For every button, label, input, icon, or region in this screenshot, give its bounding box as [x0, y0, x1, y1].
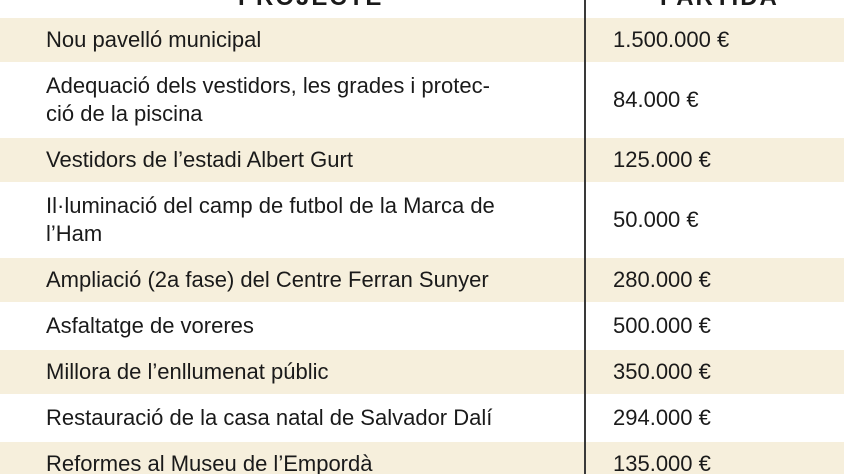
table-row: Adequació dels vestidors, les grades i p…: [0, 62, 844, 136]
project-cell: Ampliació (2a fase) del Centre Ferran Su…: [46, 258, 489, 302]
amount-cell: 84.000 €: [613, 87, 699, 112]
project-cell: Nou pavelló municipal: [46, 18, 261, 62]
project-cell: Adequació dels vestidors, les grades i p…: [46, 64, 490, 136]
table-row: Vestidors de l’estadi Albert Gurt 125.000…: [0, 136, 844, 182]
project-name: ció de la piscina: [46, 101, 203, 126]
column-header: PARTIDA: [660, 0, 779, 12]
project-name: Ampliació (2a fase) del Centre Ferran Su…: [46, 267, 489, 292]
project-cell: Asfaltatge de voreres: [46, 304, 254, 348]
amount-cell: 125.000 €: [613, 147, 711, 172]
amount-cell: 350.000 €: [613, 359, 711, 384]
table-row: Ampliació (2a fase) del Centre Ferran Su…: [0, 256, 844, 302]
amount-cell: 280.000 €: [613, 267, 711, 292]
table-row: Asfaltatge de voreres 500.000 €: [0, 302, 844, 348]
project-name: Vestidors de l’estadi Albert Gurt: [46, 147, 353, 172]
project-name: Restauració de la casa natal de Salvador…: [46, 405, 493, 430]
project-name: Nou pavelló municipal: [46, 27, 262, 52]
table-row: Reformes al Museu de l’Empordà 135.000 €: [0, 440, 844, 474]
table-row: Restauració de la casa natal de Salvador…: [0, 394, 844, 440]
project-name: Millora de l’enllumenat públic: [46, 359, 329, 384]
project-cell: Millora de l’enllumenat públic: [46, 350, 328, 394]
project-name: Reformes al Museu de l’Empordà: [46, 451, 373, 474]
table-row: Nou pavelló municipal 1.500.000 €: [0, 16, 844, 62]
project-cell: Reformes al Museu de l’Empordà: [46, 442, 372, 474]
column-divider: [584, 0, 586, 474]
amount-cell: 500.000 €: [613, 313, 711, 338]
amount-cell: 294.000 €: [613, 405, 711, 430]
project-name: Il·luminació del camp de futbol de la Ma…: [46, 193, 495, 218]
table-row: Millora de l’enllumenat públic 350.000 €: [0, 348, 844, 394]
project-name: Asfaltatge de voreres: [46, 313, 254, 338]
project-name: Adequació dels vestidors, les grades i p…: [46, 73, 490, 98]
amount-cell: 135.000 €: [613, 451, 711, 474]
project-cell: Vestidors de l’estadi Albert Gurt: [46, 138, 353, 182]
amount-cell: 50.000 €: [613, 207, 699, 232]
amount-cell: 1.500.000 €: [613, 27, 730, 52]
project-cell: Restauració de la casa natal de Salvador…: [46, 396, 492, 440]
project-name: l’Ham: [46, 221, 103, 246]
column-header: PROJECTE: [238, 0, 383, 12]
project-cell: Il·luminació del camp de futbol de la Ma…: [46, 184, 495, 256]
table-row: Il·luminació del camp de futbol de la Ma…: [0, 182, 844, 256]
